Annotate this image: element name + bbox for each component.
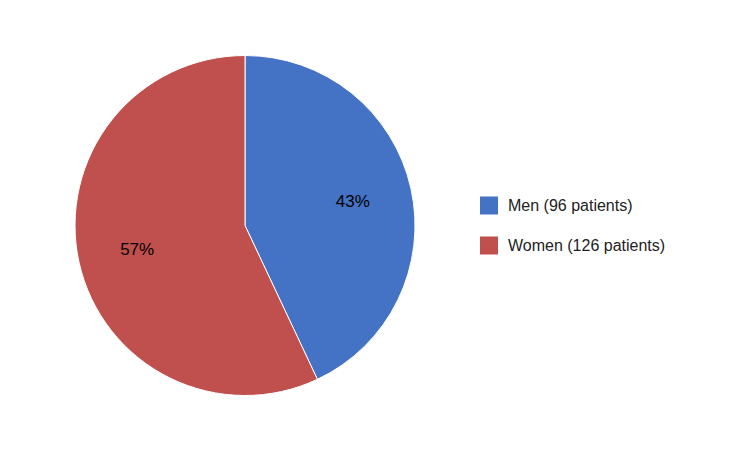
chart-root: 43% 57% Men (96 patients) Women (126 patien… (0, 0, 752, 451)
chart: 43% 57% Men (96 patients) Women (126 patien… (0, 0, 752, 451)
legend: Men (96 patients) Women (126 patients) (480, 197, 665, 255)
data-label: 57% (120, 240, 154, 259)
legend-label: Women (126 patients) (508, 237, 665, 254)
data-labels: 43% 57% (120, 192, 370, 259)
slices (75, 56, 415, 396)
legend-swatch (480, 237, 498, 255)
legend-label: Men (96 patients) (508, 197, 633, 214)
data-label: 43% (336, 192, 370, 211)
legend-swatch (480, 197, 498, 215)
pie-slice (75, 56, 317, 396)
